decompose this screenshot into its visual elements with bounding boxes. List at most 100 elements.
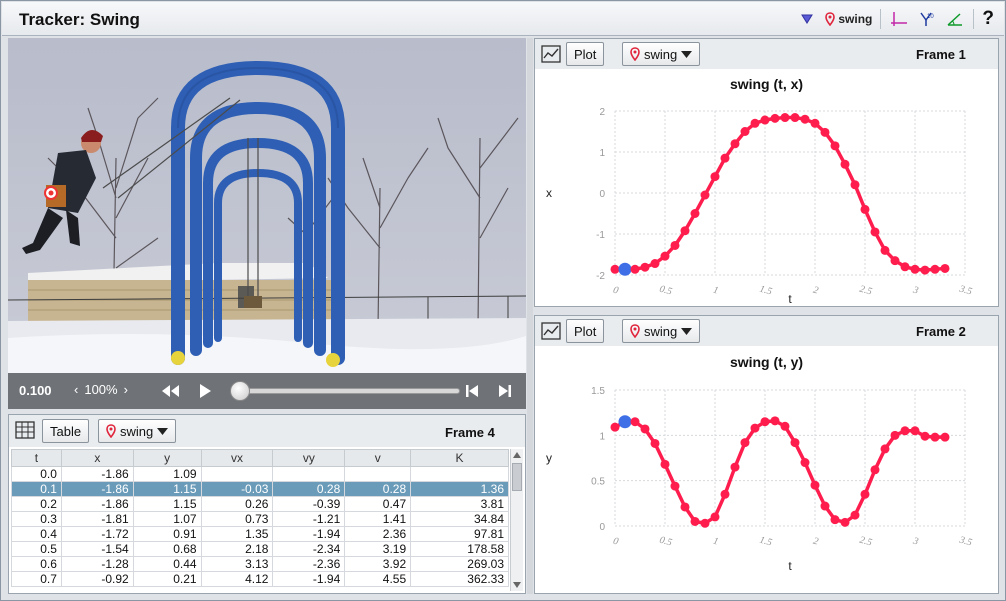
data-point[interactable]	[710, 512, 720, 522]
data-point[interactable]	[930, 264, 940, 274]
data-point[interactable]	[680, 226, 690, 236]
data-point[interactable]	[810, 480, 820, 490]
data-point[interactable]	[650, 259, 660, 269]
help-button[interactable]: ?	[982, 8, 994, 29]
data-point[interactable]	[700, 190, 710, 200]
scroll-down-icon[interactable]	[513, 582, 521, 588]
table-row[interactable]: 0.5 -1.54 0.68 2.18 -2.34 3.19 178.58	[11, 541, 509, 557]
table-row[interactable]: 0.1 -1.86 1.15 -0.03 0.28 0.28 1.36	[11, 481, 509, 497]
plot1-view-button[interactable]: Plot	[566, 42, 605, 66]
zoom-in-chevron-icon[interactable]: ›	[123, 382, 128, 397]
data-point[interactable]	[890, 430, 900, 440]
data-point[interactable]	[870, 227, 880, 237]
column-header-v[interactable]: v	[344, 449, 412, 467]
table-row[interactable]: 0.3 -1.81 1.07 0.73 -1.21 1.41 34.84	[11, 511, 509, 527]
data-point[interactable]	[730, 462, 740, 472]
data-point[interactable]	[720, 489, 730, 499]
data-point[interactable]	[780, 113, 790, 123]
data-point[interactable]	[900, 262, 910, 272]
data-point[interactable]	[850, 510, 860, 520]
table-row[interactable]: 0.0 -1.86 1.09	[11, 466, 509, 482]
data-point[interactable]	[720, 153, 730, 163]
data-point[interactable]	[810, 118, 820, 128]
protractor-icon[interactable]	[945, 9, 965, 29]
table-scrollbar[interactable]	[510, 449, 523, 591]
data-point[interactable]	[780, 421, 790, 431]
table-row[interactable]: 0.6 -1.28 0.44 3.13 -2.36 3.92 269.03	[11, 556, 509, 572]
data-point[interactable]	[670, 240, 680, 250]
track-dropdown-icon[interactable]	[797, 9, 817, 29]
play-icon[interactable]	[198, 383, 212, 399]
data-point[interactable]	[870, 465, 880, 475]
data-point[interactable]	[630, 417, 640, 427]
step-back-icon[interactable]	[161, 383, 181, 399]
table-scroll-thumb[interactable]	[512, 463, 522, 491]
data-point[interactable]	[690, 516, 700, 526]
zoom-out-chevron-icon[interactable]: ‹	[74, 382, 79, 397]
table-track-dropdown[interactable]: swing	[98, 419, 177, 443]
data-point[interactable]	[670, 481, 680, 491]
plot1-track-dropdown[interactable]: swing	[622, 42, 701, 66]
data-point[interactable]	[820, 501, 830, 511]
data-point[interactable]	[660, 459, 670, 469]
column-header-vy[interactable]: vy	[272, 449, 346, 467]
table-row[interactable]: 0.2 -1.86 1.15 0.26 -0.39 0.47 3.81	[11, 496, 509, 512]
data-point[interactable]	[640, 262, 650, 272]
data-point[interactable]	[660, 251, 670, 261]
data-point[interactable]	[920, 265, 930, 275]
column-header-x[interactable]: x	[60, 449, 134, 467]
data-point[interactable]	[770, 416, 780, 426]
data-point[interactable]	[860, 204, 870, 214]
data-point[interactable]	[900, 426, 910, 436]
calibration-tool-icon[interactable]: 10	[917, 9, 937, 29]
data-point[interactable]	[750, 423, 760, 433]
data-point[interactable]	[890, 256, 900, 266]
table-view-button[interactable]: Table	[42, 419, 90, 443]
data-point[interactable]	[760, 417, 770, 427]
data-point[interactable]	[700, 518, 710, 528]
data-point[interactable]	[650, 438, 660, 448]
selected-data-point[interactable]	[618, 262, 632, 276]
playback-slider-track[interactable]	[238, 388, 460, 394]
plot2-view-button[interactable]: Plot	[566, 319, 605, 343]
table-row[interactable]: 0.4 -1.72 0.91 1.35 -1.94 2.36 97.81	[11, 526, 509, 542]
data-point[interactable]	[840, 517, 850, 527]
data-point[interactable]	[750, 118, 760, 128]
column-header-K[interactable]: K	[410, 449, 509, 467]
data-point[interactable]	[800, 458, 810, 468]
plot1-chart[interactable]: 0 0.5 1 1.5 2 2.5 3 3.5 -2 -1 0 1 2 t x	[535, 99, 998, 306]
data-point[interactable]	[930, 432, 940, 442]
video-view[interactable]	[8, 38, 526, 373]
data-point[interactable]	[640, 424, 650, 434]
table-row[interactable]: 0.7 -0.92 0.21 4.12 -1.94 4.55 362.33	[11, 571, 509, 587]
data-point[interactable]	[800, 114, 810, 124]
data-point[interactable]	[790, 113, 800, 123]
coordinate-axes-icon[interactable]	[889, 9, 909, 29]
table-grid-icon[interactable]	[15, 421, 35, 439]
data-point[interactable]	[610, 422, 620, 432]
data-point[interactable]	[710, 172, 720, 182]
data-point[interactable]	[830, 141, 840, 151]
plot-view-icon[interactable]	[541, 45, 561, 63]
column-header-t[interactable]: t	[11, 449, 62, 467]
data-point[interactable]	[730, 139, 740, 149]
data-point[interactable]	[820, 127, 830, 137]
data-point[interactable]	[630, 264, 640, 274]
scroll-up-icon[interactable]	[513, 452, 521, 458]
data-point[interactable]	[910, 426, 920, 436]
split-pane-divider[interactable]	[527, 38, 533, 594]
plot-view-icon[interactable]	[541, 322, 561, 340]
data-point[interactable]	[830, 515, 840, 525]
data-point[interactable]	[880, 444, 890, 454]
data-point[interactable]	[740, 438, 750, 448]
data-point[interactable]	[760, 115, 770, 125]
data-point[interactable]	[840, 159, 850, 169]
data-point[interactable]	[790, 438, 800, 448]
column-header-vx[interactable]: vx	[200, 449, 274, 467]
data-point[interactable]	[910, 264, 920, 274]
go-to-end-icon[interactable]	[498, 384, 512, 398]
column-header-y[interactable]: y	[132, 449, 202, 467]
data-point[interactable]	[850, 180, 860, 190]
data-point[interactable]	[690, 209, 700, 218]
data-point[interactable]	[920, 431, 930, 441]
